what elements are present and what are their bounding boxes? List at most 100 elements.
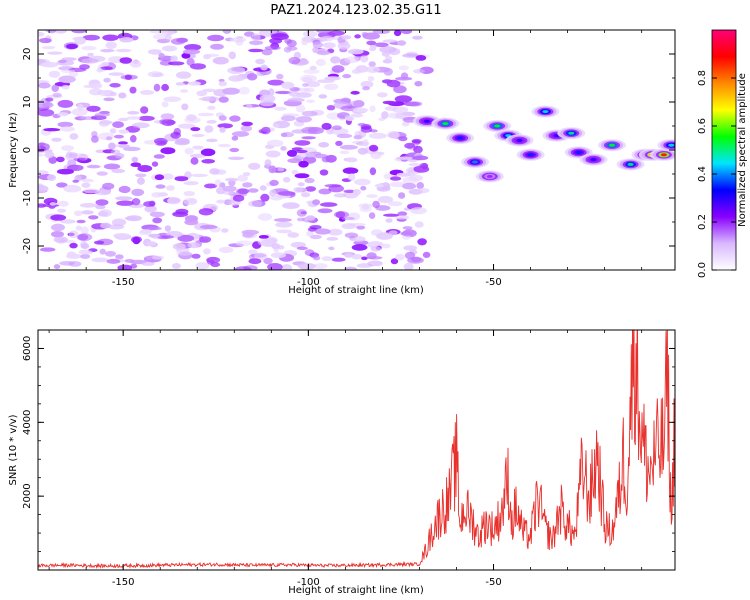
noise-blob [367, 260, 383, 267]
noise-blob [67, 164, 84, 171]
noise-blob [57, 121, 74, 128]
noise-blob [345, 157, 358, 163]
noise-blob [328, 246, 335, 251]
signal-blob [527, 153, 534, 157]
noise-blob [130, 236, 142, 243]
snr-xlabel: Height of straight line (km) [288, 585, 424, 596]
noise-blob [60, 219, 76, 224]
noise-blob [368, 132, 387, 139]
noise-blob [369, 105, 376, 113]
noise-blob [261, 126, 271, 135]
noise-blob [206, 138, 218, 143]
noise-blob [184, 219, 199, 226]
noise-blob [153, 33, 168, 40]
noise-blob [369, 144, 379, 152]
noise-blob [291, 94, 301, 99]
signal-blob [423, 119, 430, 123]
noise-blob [394, 95, 413, 103]
noise-blob [81, 210, 94, 215]
noise-blob [130, 135, 137, 143]
noise-blob [323, 83, 339, 91]
noise-blob [218, 81, 228, 87]
signal-blob [609, 143, 615, 147]
noise-blob [257, 213, 273, 221]
noise-blob [222, 185, 237, 192]
noise-blob [321, 256, 333, 262]
noise-blob [416, 182, 425, 189]
noise-blob [47, 30, 57, 34]
noise-blob [201, 96, 220, 102]
noise-blob [130, 162, 142, 167]
noise-blob [352, 189, 361, 196]
noise-blob [376, 232, 393, 240]
noise-blob [219, 246, 234, 254]
noise-blob [99, 120, 113, 125]
noise-blob [56, 168, 74, 175]
noise-blob [280, 146, 287, 151]
noise-blob [154, 137, 168, 145]
noise-blob [231, 131, 250, 137]
spectrogram-xtick-label: -100 [297, 277, 320, 288]
signal-blob [660, 153, 667, 157]
noise-blob [91, 135, 99, 143]
noise-blob [94, 240, 105, 245]
noise-blob [297, 262, 316, 270]
noise-blob [302, 83, 309, 87]
noise-blob [352, 107, 369, 113]
noise-blob [154, 174, 165, 181]
noise-blob [368, 61, 376, 67]
colorbar-ticks: 0.0 0.2 0.4 0.6 0.8 [697, 70, 736, 278]
noise-blob [277, 167, 285, 172]
noise-blob [398, 192, 406, 199]
noise-blob [161, 101, 169, 108]
noise-blob [286, 149, 298, 157]
noise-blob [312, 199, 321, 206]
noise-blob [342, 167, 359, 174]
noise-blob [210, 262, 220, 268]
noise-blob [253, 252, 268, 261]
noise-blob [137, 165, 153, 172]
noise-blob [66, 43, 78, 50]
noise-blob [43, 128, 61, 132]
noise-blob [249, 40, 264, 46]
noise-blob [81, 178, 94, 183]
noise-blob [267, 139, 284, 147]
noise-blob [272, 123, 280, 128]
noise-blob [94, 189, 111, 196]
noise-blob [76, 233, 93, 242]
noise-blob [164, 225, 172, 232]
noise-blob [339, 144, 358, 150]
noise-blob [313, 263, 328, 270]
noise-blob [411, 138, 422, 144]
noise-blob [119, 37, 134, 43]
noise-blob [160, 147, 176, 155]
noise-blob [184, 44, 202, 51]
noise-blob [106, 258, 121, 264]
noise-blob [402, 182, 417, 190]
noise-blob [96, 67, 103, 73]
noise-blob [116, 200, 134, 206]
noise-blob [141, 261, 155, 266]
noise-blob [78, 249, 93, 255]
noise-blob [109, 83, 121, 88]
noise-blob [96, 171, 108, 176]
noise-blob [360, 80, 374, 88]
noise-blob [111, 218, 127, 227]
noise-blob [89, 88, 103, 96]
noise-blob [191, 133, 205, 138]
noise-blob [155, 184, 166, 189]
noise-blob [170, 55, 178, 62]
noise-blob [315, 228, 331, 235]
colorbar-gradient [711, 29, 737, 271]
noise-blob [396, 156, 413, 160]
noise-blob [38, 31, 45, 37]
noise-blob [403, 262, 414, 270]
noise-blob [359, 206, 372, 213]
noise-blob [225, 177, 239, 182]
noise-blob [234, 266, 252, 270]
noise-blob [295, 116, 312, 123]
noise-blob [263, 257, 273, 265]
spectrogram-xlabel: Height of straight line (km) [288, 285, 424, 296]
noise-blob [161, 45, 178, 52]
noise-blob [57, 200, 69, 207]
